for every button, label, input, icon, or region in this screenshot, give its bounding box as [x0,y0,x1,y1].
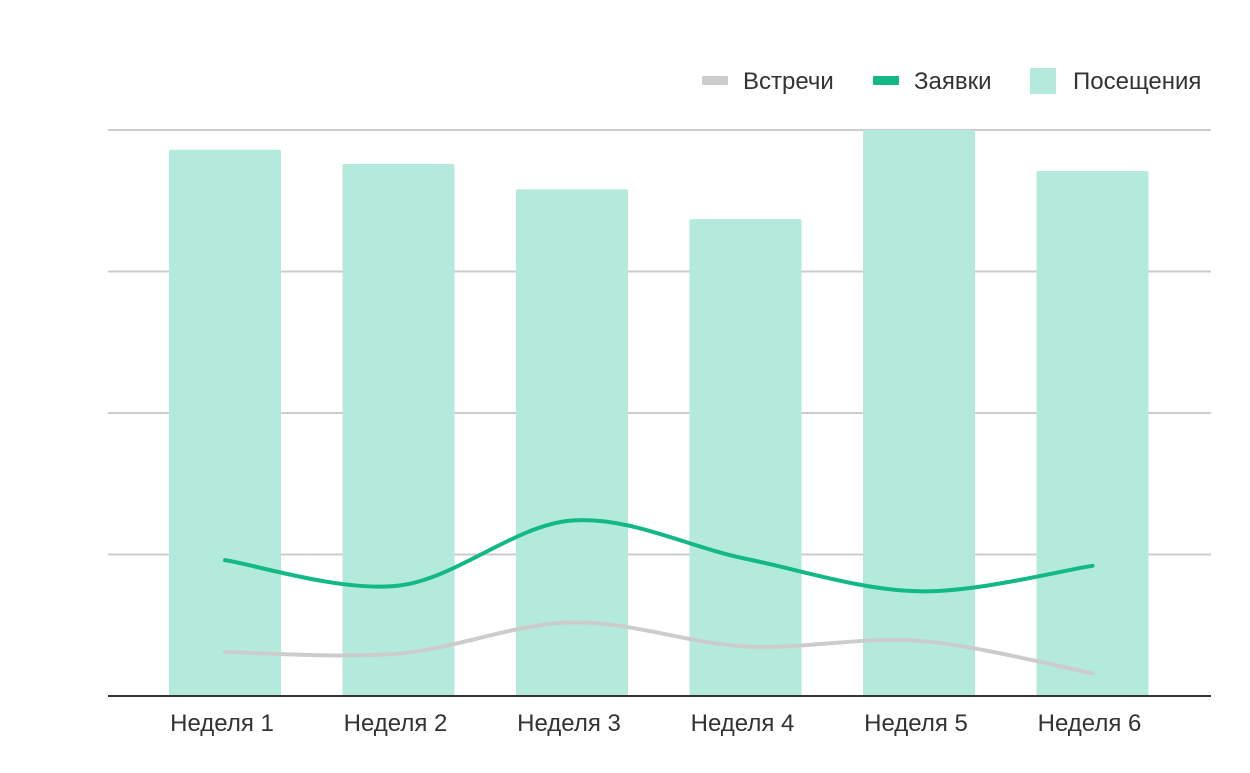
legend-item-zayavki[interactable]: Заявки [873,68,992,95]
x-tick-label-1: Неделя 1 [170,710,274,737]
legend-label-vstrechi: Встречи [743,68,834,95]
legend: Встречи Заявки Посещения [702,68,1201,95]
bar-1[interactable] [169,149,281,696]
bar-4[interactable] [689,219,802,696]
x-tick-label-2: Неделя 2 [344,710,448,737]
x-tick-label-6: Неделя 6 [1038,710,1142,737]
bar-2[interactable] [342,163,455,696]
bar-6[interactable] [1036,171,1149,696]
bar-5[interactable] [863,130,975,696]
gridlines [108,129,1211,556]
line-zayavki[interactable] [223,518,1095,594]
x-axis-tick-labels: Неделя 1 Неделя 2 Неделя 3 Неделя 4 Неделя 5… [170,710,1141,737]
legend-swatch-zayavki [873,76,899,85]
legend-item-vstrechi[interactable]: Встречи [702,68,834,95]
line-vstrechi[interactable] [223,620,1095,676]
x-tick-label-4: Неделя 4 [691,710,795,737]
x-tick-label-3: Неделя 3 [517,710,621,737]
legend-swatch-vstrechi [702,76,728,85]
bar-3[interactable] [516,189,628,696]
legend-label-zayavki: Заявки [914,68,992,95]
legend-label-posescheniya: Посещения [1073,68,1201,95]
legend-swatch-posescheniya [1030,68,1056,94]
x-tick-label-5: Неделя 5 [864,710,968,737]
bar-series-posescheniya [169,130,1149,696]
line-series [223,518,1095,676]
legend-item-posescheniya[interactable]: Посещения [1030,68,1201,95]
